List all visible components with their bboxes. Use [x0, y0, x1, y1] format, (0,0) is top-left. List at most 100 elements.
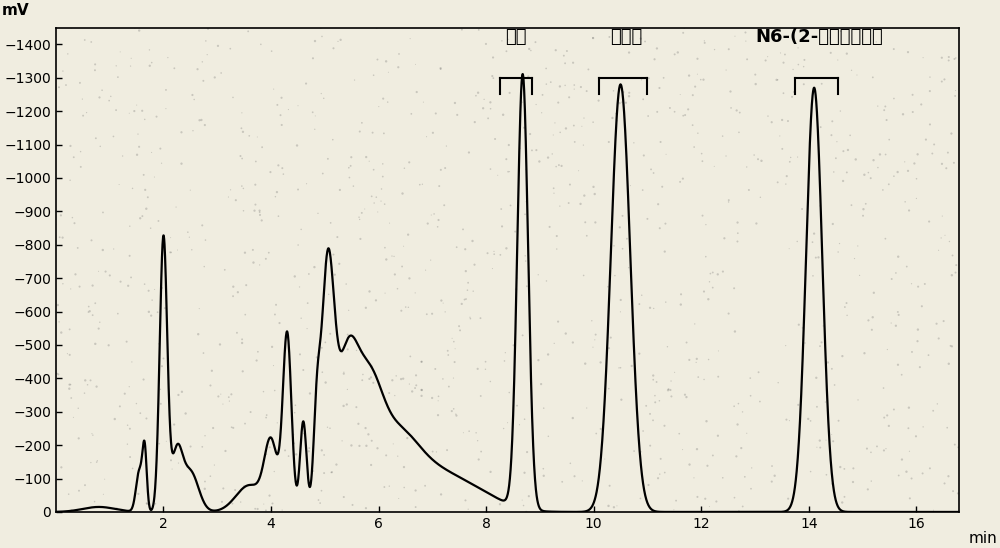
Point: [830, 248, 846, 256]
Point: [290, 101, 306, 110]
Point: [601, 384, 617, 393]
Point: [536, 404, 552, 413]
Point: [675, 445, 691, 454]
Point: [672, 178, 688, 186]
Point: [182, 186, 198, 195]
Point: [413, 357, 429, 366]
Point: [557, 59, 573, 67]
Point: [680, 105, 696, 114]
Point: [317, 338, 333, 347]
Point: [154, 283, 170, 292]
Point: [419, 132, 435, 141]
Point: [721, 196, 737, 204]
Point: [534, 109, 550, 117]
Point: [910, 150, 926, 159]
Point: [900, 167, 916, 175]
Point: [730, 229, 746, 238]
Point: [430, 396, 446, 405]
Point: [730, 218, 746, 227]
Point: [695, 75, 711, 84]
Point: [369, 24, 385, 32]
Point: [247, 200, 263, 209]
Point: [274, 506, 290, 515]
Point: [122, 453, 138, 461]
Point: [520, 72, 536, 81]
Point: [247, 504, 263, 513]
Point: [601, 501, 617, 510]
Point: [606, 242, 622, 250]
Point: [696, 37, 712, 45]
Point: [647, 398, 663, 407]
Point: [186, 95, 202, 104]
Point: [585, 33, 601, 42]
Point: [267, 386, 283, 395]
Point: [333, 36, 349, 44]
Point: [897, 157, 913, 166]
Point: [267, 192, 283, 201]
Point: [433, 65, 449, 73]
Point: [934, 212, 950, 220]
Point: [772, 132, 788, 140]
Point: [760, 52, 776, 61]
Point: [66, 219, 82, 227]
Point: [950, 443, 966, 452]
Point: [544, 150, 560, 158]
Point: [879, 411, 895, 420]
Point: [486, 247, 502, 256]
Point: [408, 503, 424, 511]
Point: [191, 304, 207, 313]
Point: [409, 88, 425, 96]
Point: [538, 277, 554, 286]
Point: [290, 185, 306, 194]
Point: [274, 121, 290, 129]
Point: [50, 301, 66, 310]
Point: [228, 196, 244, 204]
Point: [708, 497, 724, 506]
Point: [906, 159, 922, 168]
Point: [922, 73, 938, 82]
Point: [205, 424, 221, 432]
Point: [147, 499, 163, 508]
Point: [658, 298, 674, 306]
Point: [377, 289, 393, 298]
Point: [894, 455, 910, 464]
Point: [449, 243, 465, 252]
Point: [143, 311, 159, 320]
Point: [286, 439, 302, 448]
Point: [377, 200, 393, 209]
Point: [414, 180, 430, 189]
Point: [424, 310, 440, 318]
Text: N6-(2-羟乙基腺苷）: N6-(2-羟乙基腺苷）: [756, 28, 883, 46]
Point: [735, 502, 751, 511]
Point: [396, 164, 412, 173]
Point: [478, 39, 494, 48]
Point: [408, 486, 424, 495]
Point: [87, 497, 103, 506]
Point: [615, 88, 631, 96]
Point: [122, 222, 138, 231]
Point: [613, 295, 629, 304]
Point: [378, 57, 394, 66]
Point: [886, 172, 902, 181]
Point: [301, 270, 317, 278]
Point: [554, 477, 570, 486]
Point: [595, 426, 611, 435]
Point: [492, 250, 508, 259]
Point: [498, 47, 514, 56]
Point: [575, 141, 591, 150]
Point: [270, 212, 286, 220]
Point: [808, 373, 824, 382]
Point: [384, 252, 400, 260]
Point: [886, 45, 902, 54]
Point: [198, 37, 214, 45]
Point: [197, 477, 213, 486]
Point: [408, 381, 424, 390]
Point: [694, 157, 710, 165]
Point: [158, 85, 174, 94]
Point: [408, 60, 424, 68]
Point: [83, 376, 99, 385]
Point: [142, 61, 158, 70]
Point: [934, 77, 950, 86]
Point: [360, 430, 376, 439]
Point: [77, 481, 93, 489]
